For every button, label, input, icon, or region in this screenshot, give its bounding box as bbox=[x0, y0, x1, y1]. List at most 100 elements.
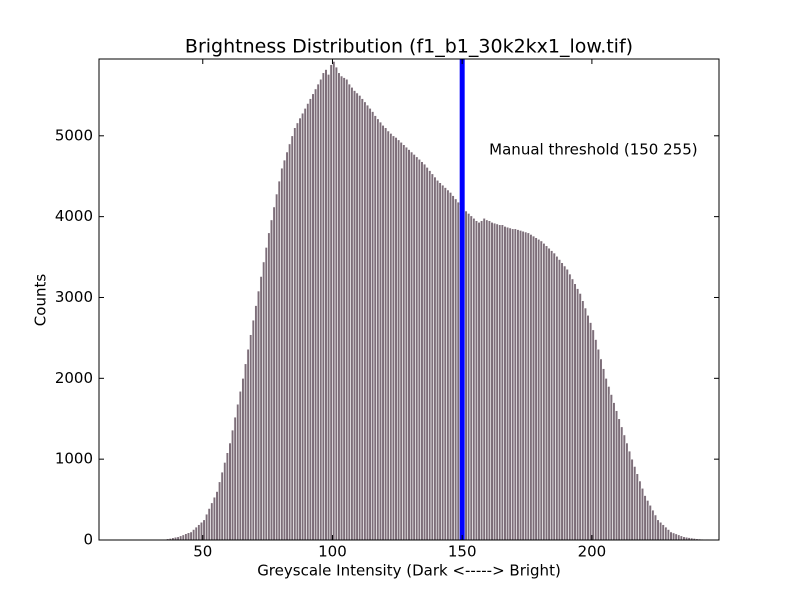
bar bbox=[586, 314, 590, 541]
bar bbox=[179, 535, 183, 541]
bar bbox=[303, 108, 307, 541]
bar bbox=[669, 531, 673, 541]
bar bbox=[651, 509, 655, 541]
bar bbox=[550, 250, 554, 541]
bar bbox=[373, 115, 377, 541]
x-tick-label: 50 bbox=[193, 543, 212, 561]
bar bbox=[653, 514, 658, 541]
bar bbox=[352, 90, 357, 541]
bar bbox=[576, 288, 580, 541]
bar bbox=[448, 192, 453, 541]
bar bbox=[298, 117, 302, 541]
bar bbox=[537, 238, 541, 541]
bar bbox=[630, 458, 634, 541]
bar bbox=[534, 237, 538, 541]
bar bbox=[347, 83, 351, 541]
bar bbox=[508, 227, 512, 541]
bar bbox=[627, 450, 632, 541]
bar bbox=[181, 534, 185, 541]
bar bbox=[607, 386, 611, 541]
bar bbox=[622, 434, 626, 541]
bar bbox=[228, 442, 232, 541]
bar bbox=[345, 78, 349, 541]
bar bbox=[539, 240, 543, 541]
bar bbox=[376, 118, 380, 541]
bar bbox=[563, 265, 567, 541]
bar bbox=[524, 231, 528, 541]
bar bbox=[674, 533, 678, 541]
bar bbox=[326, 74, 331, 541]
bar bbox=[422, 163, 427, 541]
bar bbox=[293, 127, 297, 541]
bar bbox=[339, 75, 344, 541]
bar bbox=[555, 255, 559, 541]
bar bbox=[609, 394, 613, 541]
bar bbox=[277, 180, 281, 541]
bar bbox=[443, 187, 447, 541]
bar bbox=[205, 513, 209, 541]
bar bbox=[301, 112, 305, 541]
chart-title: Brightness Distribution (f1_b1_30k2kx1_l… bbox=[185, 36, 633, 58]
bar bbox=[521, 230, 525, 541]
bar bbox=[547, 247, 551, 541]
bar bbox=[288, 143, 292, 541]
bar bbox=[578, 293, 582, 541]
bar bbox=[184, 533, 188, 541]
bar bbox=[490, 221, 494, 541]
bar bbox=[529, 234, 533, 541]
bar bbox=[643, 495, 647, 541]
bar bbox=[464, 210, 468, 541]
bar bbox=[360, 98, 364, 541]
bar bbox=[518, 230, 523, 541]
bar bbox=[275, 193, 279, 541]
bar bbox=[324, 69, 328, 541]
y-tick-label: 0 bbox=[83, 531, 93, 549]
bar bbox=[314, 88, 318, 541]
bar bbox=[311, 93, 315, 541]
bar bbox=[412, 154, 416, 541]
bar bbox=[620, 426, 624, 541]
bar bbox=[625, 442, 629, 541]
bar bbox=[355, 92, 359, 541]
bar bbox=[498, 224, 502, 541]
bar bbox=[249, 334, 253, 541]
bar bbox=[500, 224, 504, 541]
bar bbox=[295, 122, 300, 541]
bar bbox=[225, 452, 230, 541]
bar bbox=[511, 228, 515, 541]
bar bbox=[197, 524, 201, 541]
bar bbox=[415, 156, 419, 541]
bar bbox=[212, 496, 217, 541]
bar bbox=[251, 319, 255, 541]
bar bbox=[269, 219, 274, 541]
bar bbox=[358, 95, 362, 541]
bar bbox=[659, 521, 663, 541]
bar bbox=[451, 195, 455, 541]
bar bbox=[604, 378, 608, 541]
bar bbox=[516, 229, 520, 541]
bar bbox=[394, 137, 398, 541]
bar bbox=[591, 329, 595, 541]
bar bbox=[363, 101, 367, 541]
bar bbox=[570, 278, 575, 541]
y-tick-label: 4000 bbox=[55, 207, 93, 225]
bar bbox=[425, 167, 429, 541]
x-axis-label: Greyscale Intensity (Dark <-----> Bright… bbox=[257, 562, 561, 580]
bar bbox=[189, 531, 193, 541]
bar bbox=[384, 127, 388, 541]
bar bbox=[612, 402, 616, 541]
bar bbox=[428, 170, 432, 541]
x-tick-label: 200 bbox=[578, 543, 607, 561]
bar bbox=[420, 161, 424, 541]
x-tick-label: 100 bbox=[318, 543, 347, 561]
bar bbox=[456, 201, 460, 541]
bar bbox=[430, 173, 434, 541]
y-axis-label: Counts bbox=[32, 274, 50, 327]
bar bbox=[350, 86, 354, 541]
bar bbox=[256, 290, 261, 541]
bar bbox=[601, 368, 606, 541]
bar bbox=[433, 176, 437, 541]
bar bbox=[485, 219, 489, 541]
bar bbox=[407, 149, 411, 541]
bar bbox=[306, 103, 310, 541]
